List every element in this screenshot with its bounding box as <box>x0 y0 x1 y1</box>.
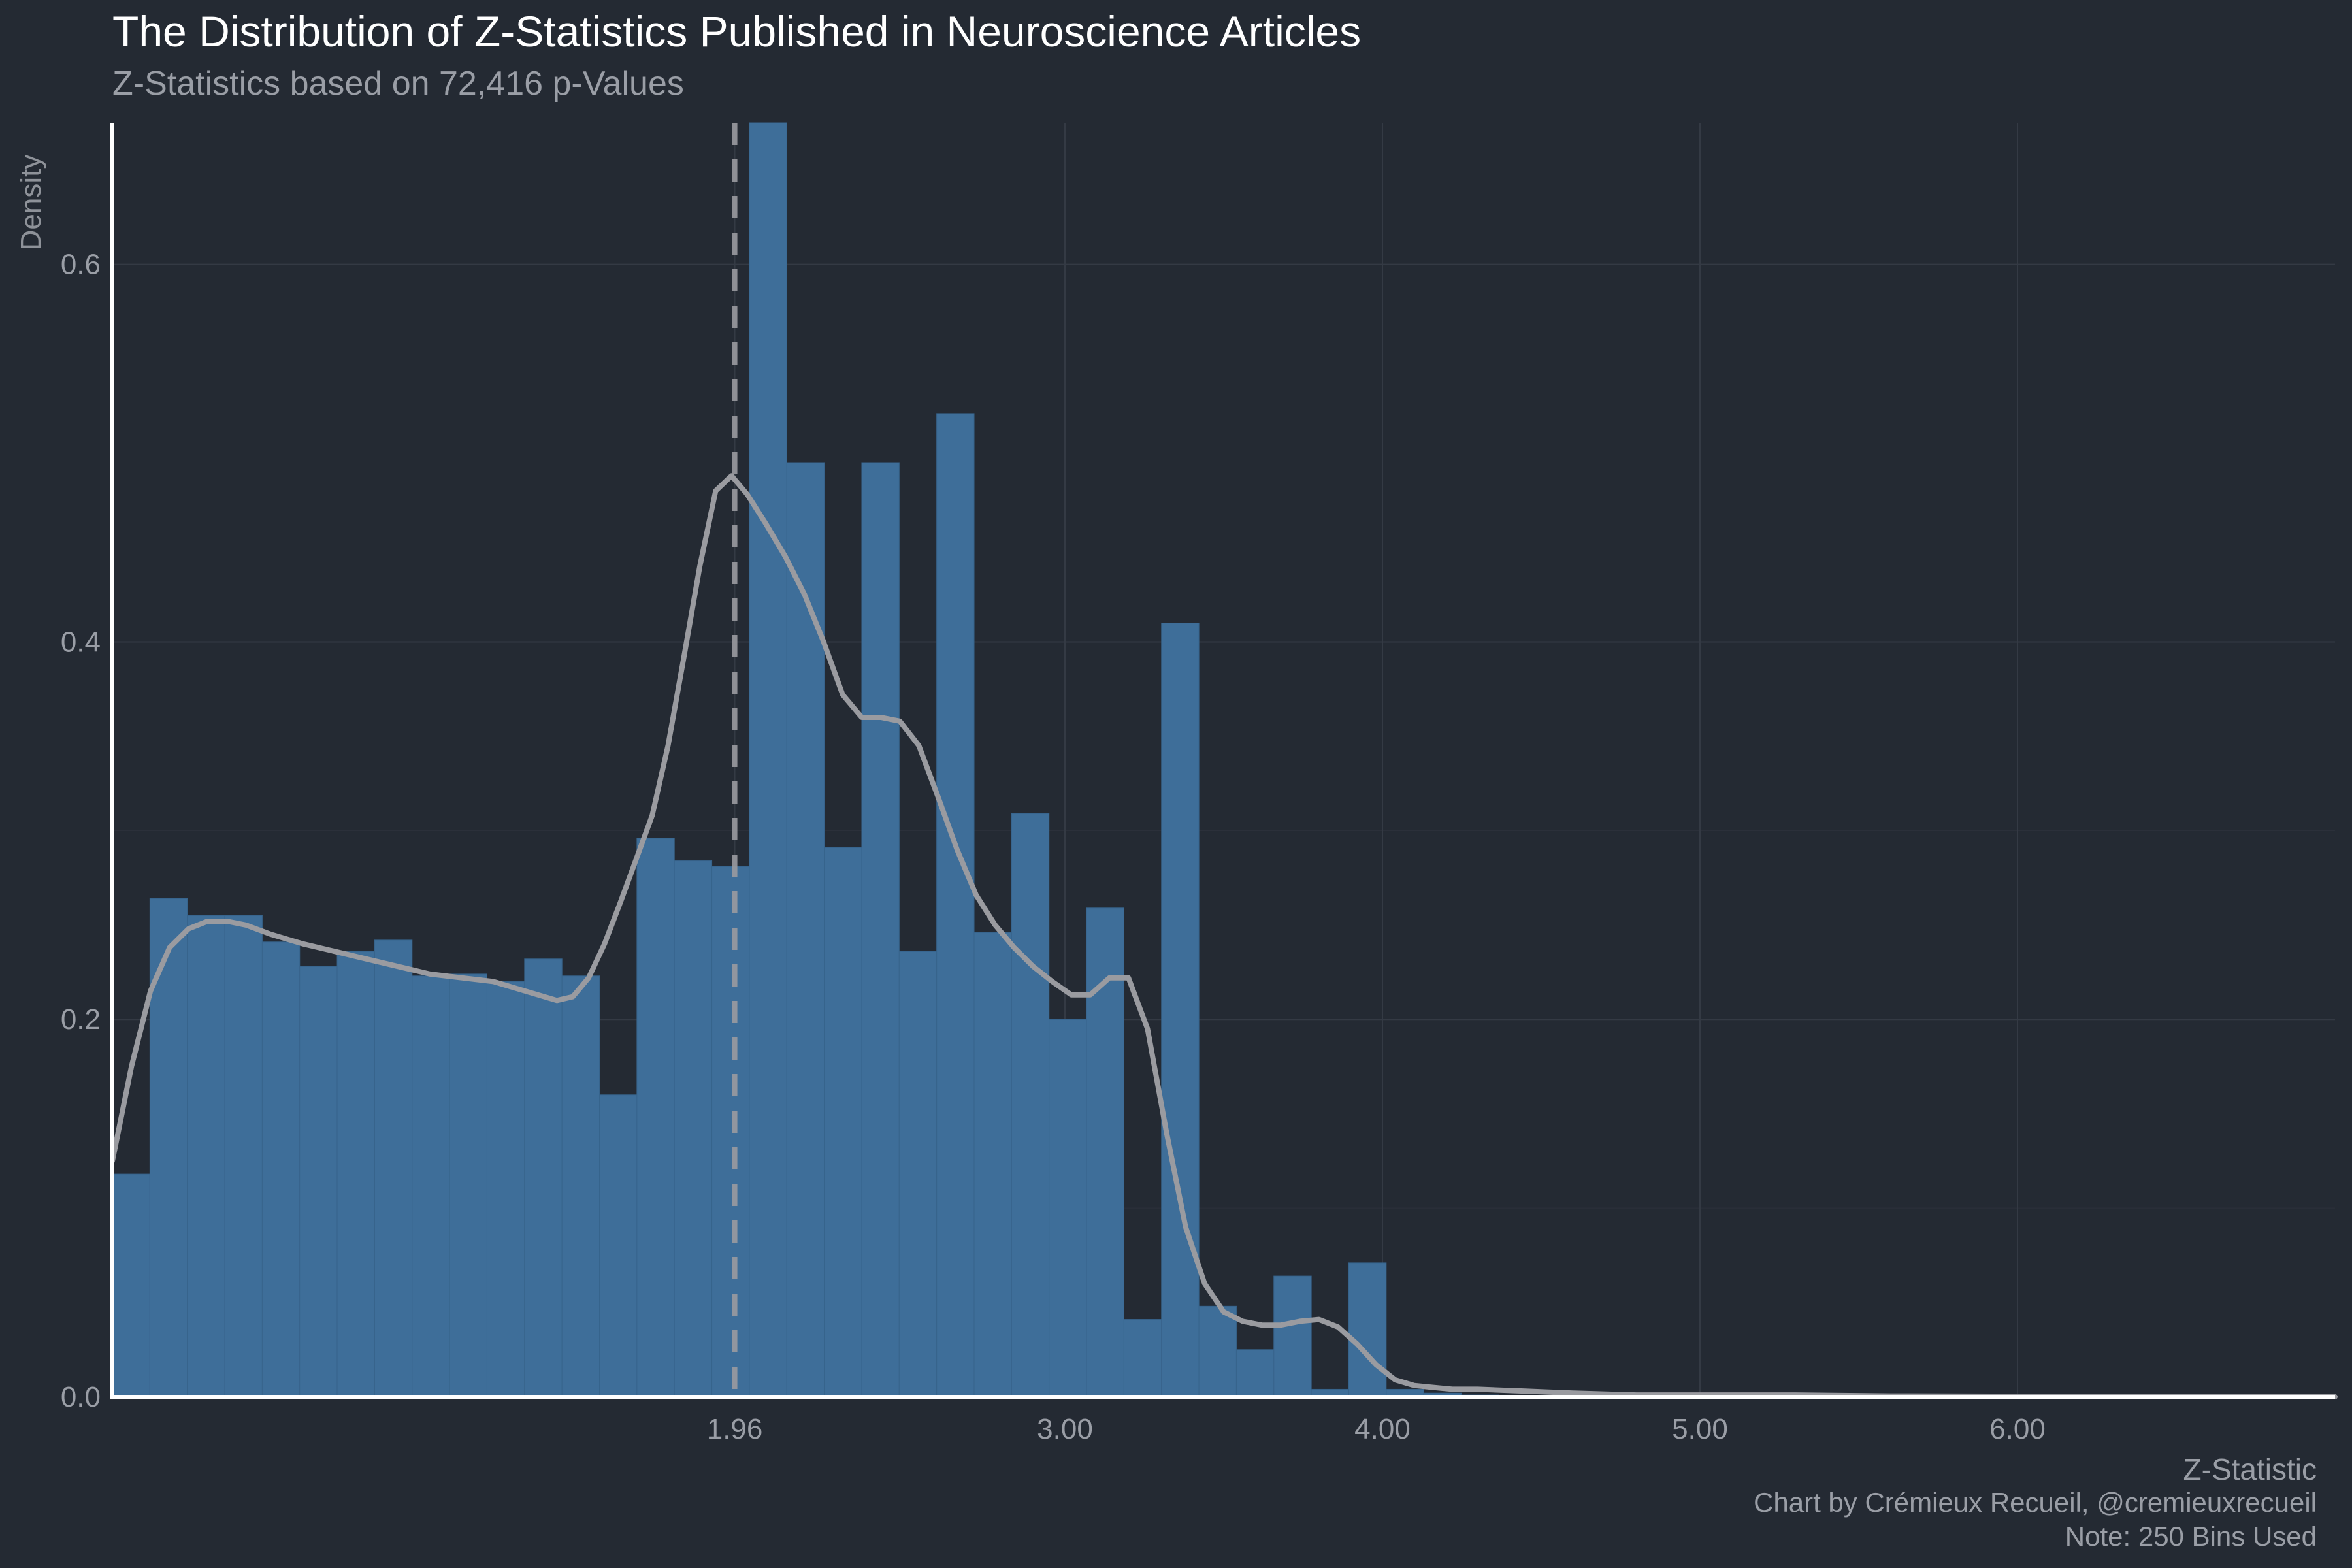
histogram-bar <box>561 975 600 1397</box>
grid-lines <box>112 123 2335 1397</box>
x-tick-labels: 1.96 3.00 4.00 5.00 6.00 <box>707 1413 2046 1445</box>
x-tick-label: 4.00 <box>1354 1413 1411 1445</box>
histogram-bar <box>261 941 301 1397</box>
caption-note: Note: 250 Bins Used <box>2065 1521 2317 1552</box>
histogram-bar <box>486 981 525 1397</box>
histogram-bar <box>824 847 862 1397</box>
histogram-bar <box>449 973 487 1397</box>
y-tick-label: 0.0 <box>61 1381 101 1413</box>
histogram-bar <box>898 951 938 1397</box>
x-tick-label: 6.00 <box>1989 1413 2046 1445</box>
histogram-bar <box>1273 1275 1312 1397</box>
chart-title: The Distribution of Z-Statistics Publish… <box>112 7 1362 56</box>
histogram-bar <box>973 932 1012 1397</box>
x-tick-label: 3.00 <box>1037 1413 1093 1445</box>
histogram-bar <box>299 966 338 1397</box>
histogram-bar <box>336 951 375 1397</box>
histogram-bar <box>786 462 825 1397</box>
histogram-bar <box>1049 1019 1087 1397</box>
density-curve <box>110 473 2338 1399</box>
histogram-bar <box>711 866 750 1397</box>
histogram-bar <box>1348 1262 1387 1397</box>
density-curve-group <box>110 473 2338 1399</box>
histogram-bar <box>1198 1305 1237 1397</box>
histogram-bar <box>112 1173 150 1397</box>
histogram-bar <box>524 958 563 1397</box>
histogram-bar <box>374 939 413 1397</box>
x-tick-label: 1.96 <box>707 1413 763 1445</box>
histogram-bar <box>1011 813 1050 1397</box>
histogram-bar <box>599 1094 638 1397</box>
histogram-bar <box>1235 1349 1275 1397</box>
histogram-bar <box>412 975 450 1397</box>
y-tick-labels: 0.0 0.2 0.4 0.6 <box>61 249 101 1413</box>
y-tick-label: 0.2 <box>61 1004 101 1036</box>
caption-credit: Chart by Crémieux Recueil, @cremieuxrecu… <box>1754 1487 2317 1518</box>
histogram-bar <box>936 413 975 1397</box>
histogram-bars <box>112 122 1499 1397</box>
axes <box>110 123 2335 1399</box>
histogram-bar <box>861 462 900 1397</box>
histogram-bar <box>674 860 713 1397</box>
x-axis-label: Z-Statistic <box>2183 1452 2317 1486</box>
y-tick-label: 0.6 <box>61 249 101 281</box>
x-tick-label: 5.00 <box>1672 1413 1728 1445</box>
histogram-bar <box>1123 1319 1162 1397</box>
histogram-bar <box>749 122 787 1397</box>
histogram-bar <box>636 838 675 1397</box>
chart-subtitle: Z-Statistics based on 72,416 p-Values <box>112 65 684 103</box>
histogram-bar <box>224 915 263 1397</box>
histogram-bar <box>187 915 225 1397</box>
y-tick-label: 0.4 <box>61 626 101 658</box>
histogram-bar <box>1161 623 1200 1397</box>
